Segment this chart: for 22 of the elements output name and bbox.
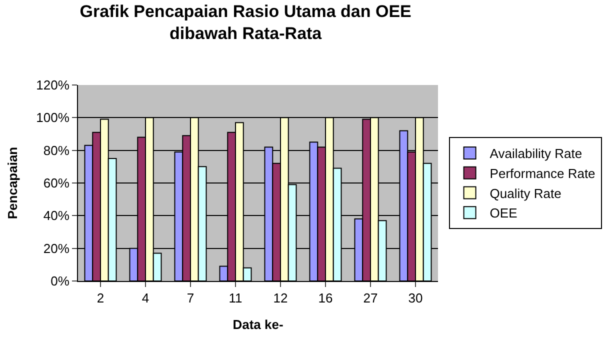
x-tick-label: 4 bbox=[142, 290, 150, 306]
y-tick-label: 60% bbox=[43, 176, 70, 191]
legend-label: Quality Rate bbox=[490, 186, 562, 201]
x-tick-label: 16 bbox=[318, 290, 333, 306]
y-tick-label: 20% bbox=[43, 240, 70, 256]
y-tick-label: 80% bbox=[43, 142, 70, 158]
legend-label: Availability Rate bbox=[490, 146, 582, 162]
x-tick-label: 7 bbox=[186, 290, 194, 306]
chart-title: Grafik Pencapaian Rasio Utama dan OEE dibawah Rata-Rata bbox=[80, 2, 412, 44]
y-axis-title: Pencapaian bbox=[5, 146, 20, 220]
x-tick-label: 27 bbox=[363, 290, 378, 306]
x-tick-label: 30 bbox=[408, 290, 423, 306]
y-tick-label: 100% bbox=[36, 110, 70, 126]
x-tick-label: 12 bbox=[273, 290, 288, 306]
y-tick-label: 120% bbox=[36, 78, 70, 93]
legend-label: Performance Rate bbox=[490, 166, 596, 181]
x-tick-label: 2 bbox=[96, 290, 104, 306]
legend-label: OEE bbox=[490, 206, 518, 221]
x-axis-title: Data ke- bbox=[232, 317, 284, 332]
x-tick-label: 11 bbox=[228, 290, 242, 306]
y-tick-label: 0% bbox=[50, 274, 70, 289]
y-tick-label: 40% bbox=[43, 208, 70, 224]
